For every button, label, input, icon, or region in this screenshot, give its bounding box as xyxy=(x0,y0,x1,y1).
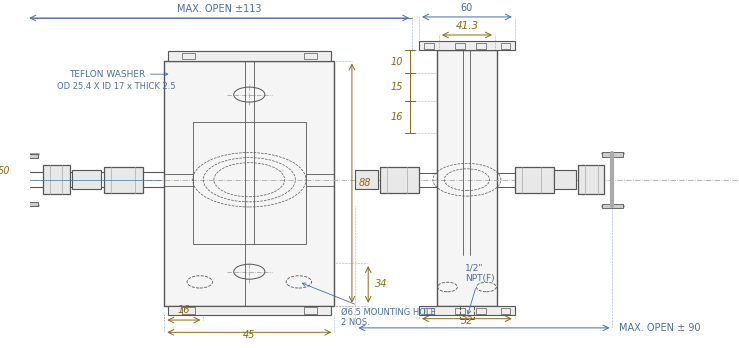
Bar xyxy=(381,167,419,193)
Text: MAX. OPEN ± 90: MAX. OPEN ± 90 xyxy=(619,323,701,333)
Bar xyxy=(554,170,576,189)
Bar xyxy=(476,308,486,314)
Text: 41.3: 41.3 xyxy=(455,21,478,31)
Text: 32: 32 xyxy=(460,316,473,326)
Bar xyxy=(437,50,497,306)
Bar xyxy=(182,307,195,314)
Bar xyxy=(168,306,330,315)
Text: OD 25.4 X ID 17 x THICK 2.5: OD 25.4 X ID 17 x THICK 2.5 xyxy=(57,82,175,92)
Bar xyxy=(514,167,554,193)
Bar xyxy=(455,43,465,49)
Text: TEFLON WASHER: TEFLON WASHER xyxy=(69,70,168,79)
Text: MAX. OPEN ±113: MAX. OPEN ±113 xyxy=(177,4,262,14)
Bar xyxy=(72,170,101,189)
Bar xyxy=(476,43,486,49)
Bar xyxy=(168,51,330,61)
Bar xyxy=(602,204,623,208)
Bar xyxy=(164,61,334,306)
Bar xyxy=(104,167,143,193)
Bar xyxy=(43,165,69,194)
Bar xyxy=(182,53,195,59)
Bar xyxy=(304,53,316,59)
Bar xyxy=(419,306,514,315)
Bar xyxy=(500,308,511,314)
Bar xyxy=(579,165,604,194)
Text: 10: 10 xyxy=(390,57,403,67)
Text: 16: 16 xyxy=(390,112,403,122)
Text: 15: 15 xyxy=(390,82,403,93)
Text: 60: 60 xyxy=(461,3,473,13)
Bar xyxy=(14,153,38,158)
Text: 16: 16 xyxy=(177,305,190,315)
Bar xyxy=(14,202,38,206)
Text: 34: 34 xyxy=(375,279,388,290)
Bar xyxy=(602,152,623,157)
Bar xyxy=(193,122,306,244)
Text: 50: 50 xyxy=(0,166,10,176)
Bar xyxy=(304,307,316,314)
Bar xyxy=(424,308,434,314)
Bar xyxy=(355,170,378,189)
Bar xyxy=(419,41,514,50)
Text: Ø6.5 MOUNTING HOLE
2 NOS.: Ø6.5 MOUNTING HOLE 2 NOS. xyxy=(302,283,436,327)
Text: 45: 45 xyxy=(243,330,256,340)
Bar xyxy=(500,43,511,49)
Text: 88: 88 xyxy=(359,178,372,188)
Bar xyxy=(424,43,434,49)
Text: 1/2"
NPT(F): 1/2" NPT(F) xyxy=(465,264,495,314)
Bar xyxy=(455,308,465,314)
